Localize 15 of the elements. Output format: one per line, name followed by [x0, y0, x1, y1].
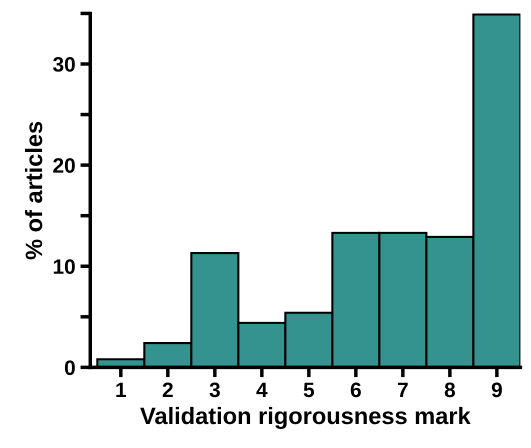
y-tick-label: 0	[64, 360, 75, 376]
x-tick-label: 5	[304, 382, 314, 398]
x-tick-label: 4	[256, 382, 268, 398]
y-tick-label: 10	[54, 259, 75, 274]
x-tick-label: 8	[444, 382, 456, 398]
y-tick-label: 20	[53, 158, 75, 173]
y-axis-title: % of articles	[24, 122, 42, 260]
y-tick-label: 30	[52, 57, 75, 72]
x-axis-title: Validation rigorousness mark	[140, 406, 471, 430]
x-tick-label: 7	[398, 382, 408, 398]
x-tick-label: 6	[350, 382, 361, 398]
x-tick-label: 2	[162, 382, 173, 398]
x-tick-label: 9	[492, 382, 502, 398]
x-tick-label: 3	[210, 382, 220, 398]
x-tick-label: 1	[116, 382, 126, 398]
